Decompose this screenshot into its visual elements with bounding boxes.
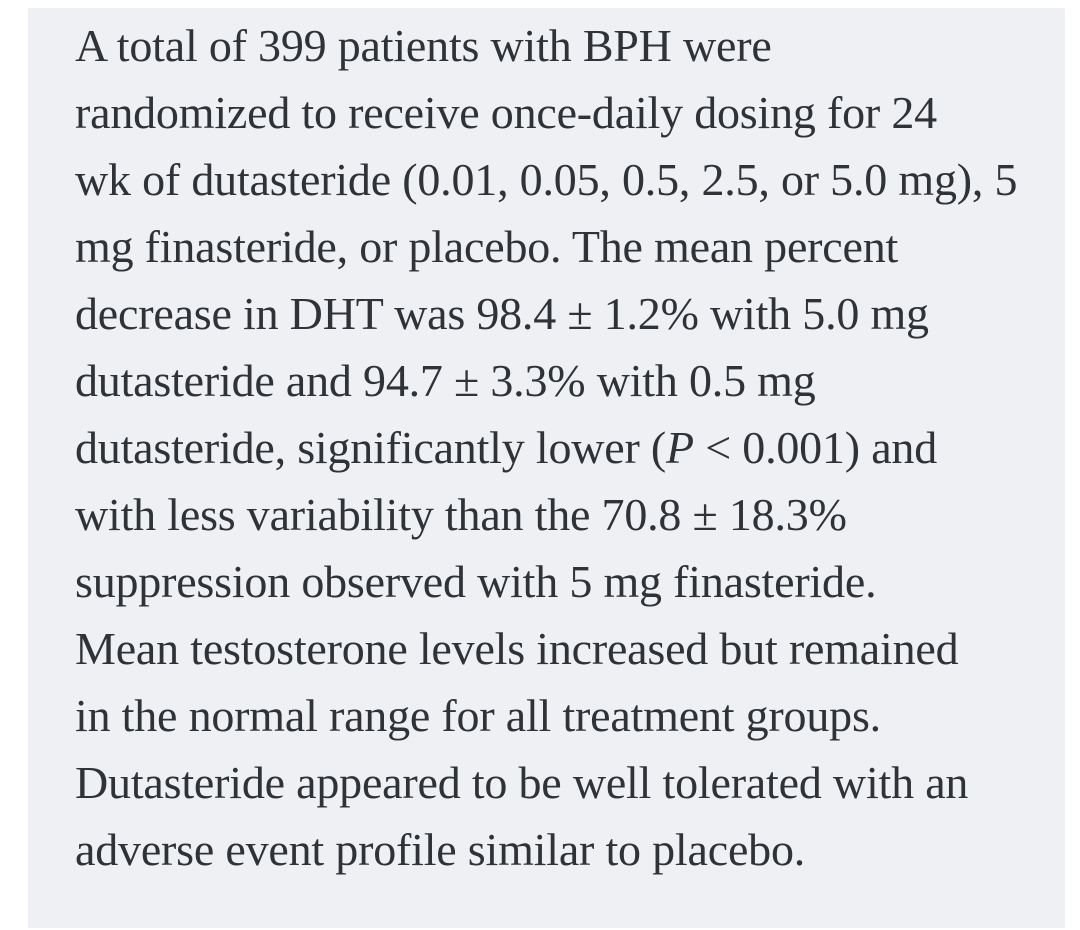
abstract-segment: randomized to receive once-daily dosing … xyxy=(75,87,937,138)
abstract-line: dutasteride and 94.7 ± 3.3% with 0.5 mg xyxy=(75,347,1055,414)
abstract-segment: dutasteride and 94.7 ± 3.3% with 0.5 mg xyxy=(75,355,816,406)
abstract-segment: Dutasteride appeared to be well tolerate… xyxy=(75,757,969,808)
abstract-segment: with less variability than the 70.8 ± 18… xyxy=(75,489,847,540)
abstract-segment: wk of dutasteride (0.01, 0.05, 0.5, 2.5,… xyxy=(75,154,1018,205)
abstract-text: A total of 399 patients with BPH were ran… xyxy=(75,12,1055,883)
abstract-line: adverse event profile similar to placebo… xyxy=(75,816,1055,883)
abstract-line: Mean testosterone levels increased but r… xyxy=(75,615,1055,682)
abstract-line: randomized to receive once-daily dosing … xyxy=(75,79,1055,146)
abstract-segment: in the normal range for all treatment gr… xyxy=(75,690,881,741)
abstract-line: dutasteride, significantly lower (P < 0.… xyxy=(75,414,1055,481)
abstract-segment: Mean testosterone levels increased but r… xyxy=(75,623,959,674)
abstract-segment: adverse event profile similar to placebo… xyxy=(75,824,806,875)
abstract-line: with less variability than the 70.8 ± 18… xyxy=(75,481,1055,548)
abstract-line: wk of dutasteride (0.01, 0.05, 0.5, 2.5,… xyxy=(75,146,1055,213)
abstract-line: suppression observed with 5 mg finasteri… xyxy=(75,548,1055,615)
abstract-segment: mg finasteride, or placebo. The mean per… xyxy=(75,221,899,272)
abstract-line: Dutasteride appeared to be well tolerate… xyxy=(75,749,1055,816)
abstract-panel: A total of 399 patients with BPH were ran… xyxy=(28,8,1065,928)
abstract-segment-italic: P xyxy=(666,422,694,473)
abstract-line: A total of 399 patients with BPH were xyxy=(75,12,1055,79)
abstract-segment: A total of 399 patients with BPH were xyxy=(75,20,772,71)
abstract-segment: < 0.001) and xyxy=(693,422,938,473)
abstract-segment: dutasteride, significantly lower ( xyxy=(75,422,667,473)
abstract-line: decrease in DHT was 98.4 ± 1.2% with 5.0… xyxy=(75,280,1055,347)
abstract-line: mg finasteride, or placebo. The mean per… xyxy=(75,213,1055,280)
abstract-segment: suppression observed with 5 mg finasteri… xyxy=(75,556,877,607)
abstract-segment: decrease in DHT was 98.4 ± 1.2% with 5.0… xyxy=(75,288,929,339)
abstract-line: in the normal range for all treatment gr… xyxy=(75,682,1055,749)
